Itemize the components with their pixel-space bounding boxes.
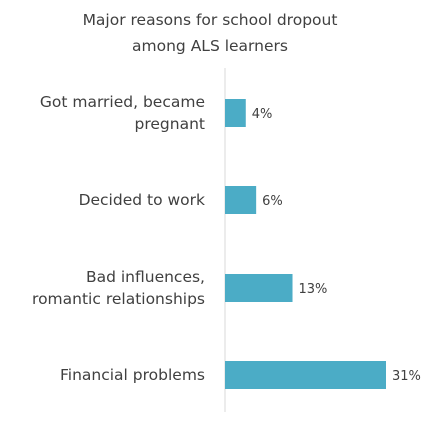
category-label-3-line-0: Financial problems	[60, 366, 205, 384]
category-label-0-line-1: pregnant	[135, 115, 205, 133]
bar-3	[225, 361, 386, 389]
value-label-0: 4%	[252, 107, 273, 122]
chart-title-line-1: Major reasons for school dropout	[83, 11, 338, 29]
value-label-1: 6%	[262, 194, 283, 209]
category-label-1-line-0: Decided to work	[79, 191, 205, 209]
bars-layer: 4% Got married, became pregnant 6% Decided t…	[32, 93, 421, 389]
value-label-2: 13%	[299, 282, 328, 297]
bar-0	[225, 99, 246, 127]
bar-1	[225, 186, 257, 214]
chart-title-line-2: among ALS learners	[132, 37, 288, 55]
bar-2	[225, 274, 293, 302]
category-label-2-line-0: Bad influences,	[86, 268, 205, 286]
category-label-2-line-1: romantic relationships	[32, 290, 205, 308]
category-label-0-line-0: Got married, became	[40, 93, 205, 111]
value-label-3: 31%	[392, 369, 421, 384]
